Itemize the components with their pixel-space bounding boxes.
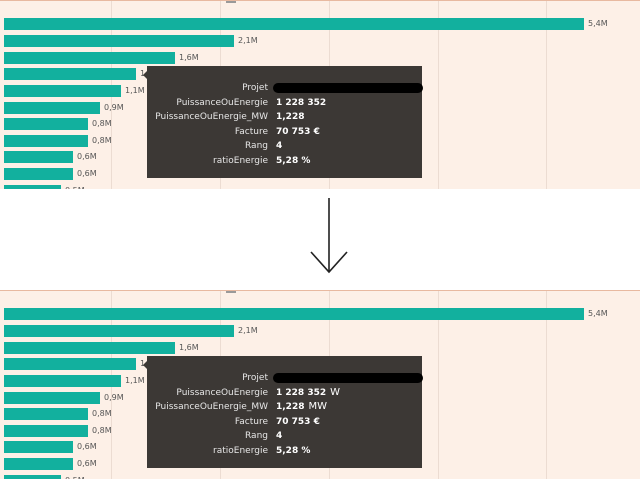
bar-data-label: 1,6M [179, 53, 199, 62]
tooltip-key: Facture [234, 126, 268, 137]
tooltip-row: Facture 70 753 € [147, 125, 422, 139]
bar[interactable] [4, 151, 73, 163]
down-arrow-icon [310, 198, 348, 274]
tooltip-value: 1 228 352 [276, 97, 327, 108]
tooltip-row: PuissanceOuEnergie 1 228 352 [147, 96, 422, 110]
tooltip-key: PuissanceOuEnergie [176, 387, 268, 398]
tooltip-row: ratioEnergie 5,28 % [147, 154, 422, 168]
bar[interactable] [4, 375, 121, 387]
tooltip-value: 1,228 MW [276, 401, 327, 412]
bar[interactable] [4, 85, 121, 97]
bar-data-label: 2,1M [238, 36, 258, 45]
bar[interactable] [4, 475, 61, 479]
bar-data-label: 0,6M [77, 152, 97, 161]
tooltip-value: 70 753 € [276, 416, 320, 427]
gridline [438, 1, 439, 189]
bar[interactable] [4, 35, 234, 47]
bar[interactable] [4, 135, 88, 147]
tooltip-row: Rang 4 [147, 429, 422, 443]
tooltip-row: Rang 4 [147, 139, 422, 153]
gridline [546, 291, 547, 479]
bar[interactable] [4, 185, 61, 189]
tooltip-row: Projet [147, 81, 422, 95]
tooltip-key: Facture [234, 416, 268, 427]
bar[interactable] [4, 308, 584, 320]
bar[interactable] [4, 425, 88, 437]
redaction-mark [273, 373, 423, 383]
resize-handle[interactable] [226, 291, 236, 293]
tooltip-value: 4 [276, 141, 283, 151]
bar-data-label: 1,6M [179, 343, 199, 352]
tooltip-key: Projet [242, 373, 268, 383]
bar[interactable] [4, 18, 584, 30]
tooltip-key: ratioEnergie [213, 445, 268, 456]
bar-data-label: 0,9M [104, 393, 124, 402]
tooltip-caret [143, 70, 148, 80]
tooltip-value: 5,28 % [276, 155, 311, 166]
tooltip-row: ratioEnergie 5,28 % [147, 444, 422, 458]
bar[interactable] [4, 392, 100, 404]
bar-data-label: 1,1M [125, 376, 145, 385]
bar[interactable] [4, 441, 73, 453]
bar[interactable] [4, 102, 100, 114]
bar[interactable] [4, 342, 175, 354]
bar-data-label: 5,4M [588, 309, 608, 318]
bar-data-label: 0,6M [77, 442, 97, 451]
bar-data-label: 0,5M [65, 186, 85, 189]
tooltip-value: 1,228 [276, 112, 305, 122]
tooltip-value: 5,28 % [276, 445, 311, 456]
resize-handle[interactable] [226, 1, 236, 3]
tooltip-row: PuissanceOuEnergie_MW 1,228 MW [147, 400, 422, 414]
tooltip-key: Rang [245, 141, 268, 151]
bar-data-label: 0,8M [92, 136, 112, 145]
bar[interactable] [4, 358, 136, 370]
bar[interactable] [4, 68, 136, 80]
tooltip: Projet PuissanceOuEnergie 1 228 352 W Puissa… [147, 356, 423, 468]
bar[interactable] [4, 168, 73, 180]
bar-data-label: 5,4M [588, 19, 608, 28]
tooltip-value: 4 [276, 431, 283, 441]
tooltip: Projet PuissanceOuEnergie 1 228 352 Puissan… [147, 66, 423, 178]
tooltip-key: Rang [245, 431, 268, 441]
tooltip-caret [143, 360, 148, 370]
tooltip-value: 70 753 € [276, 126, 320, 137]
tooltip-key: Projet [242, 83, 268, 93]
bar[interactable] [4, 325, 234, 337]
tooltip-key: PuissanceOuEnergie [176, 97, 268, 108]
tooltip-row: Projet [147, 371, 422, 385]
tooltip-key: PuissanceOuEnergie_MW [155, 402, 268, 412]
chart-panel-after: 5,4M2,1M1,6M1,2M1,1M0,9M0,8M0,8M0,6M0,6M… [0, 290, 640, 479]
gridline [438, 291, 439, 479]
tooltip-unit: MW [308, 401, 327, 412]
tooltip-row: PuissanceOuEnergie_MW 1,228 [147, 110, 422, 124]
bar-data-label: 0,6M [77, 459, 97, 468]
bar[interactable] [4, 408, 88, 420]
bar-data-label: 0,9M [104, 103, 124, 112]
bar-data-label: 2,1M [238, 326, 258, 335]
bar-data-label: 0,8M [92, 409, 112, 418]
bar[interactable] [4, 458, 73, 470]
redaction-mark [273, 83, 423, 93]
tooltip-key: PuissanceOuEnergie_MW [155, 112, 268, 122]
tooltip-row: Facture 70 753 € [147, 415, 422, 429]
tooltip-value: 1 228 352 W [276, 386, 340, 398]
gridline [546, 1, 547, 189]
tooltip-row: PuissanceOuEnergie 1 228 352 W [147, 386, 422, 400]
bar[interactable] [4, 52, 175, 64]
bar[interactable] [4, 118, 88, 130]
tooltip-unit: W [330, 386, 340, 398]
bar-data-label: 1,1M [125, 86, 145, 95]
tooltip-key: ratioEnergie [213, 155, 268, 166]
chart-panel-before: 5,4M2,1M1,6M1,2M1,1M0,9M0,8M0,8M0,6M0,6M… [0, 0, 640, 189]
bar-data-label: 0,8M [92, 119, 112, 128]
bar-data-label: 0,8M [92, 426, 112, 435]
bar-data-label: 0,6M [77, 169, 97, 178]
